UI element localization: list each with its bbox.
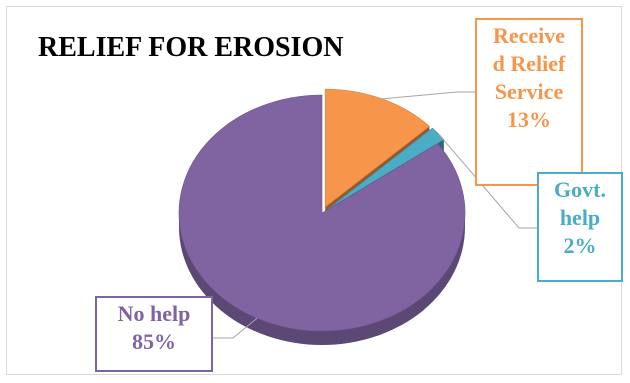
data-label-no-help: No help 85% (95, 296, 213, 372)
chart-title: RELIEF FOR EROSION (38, 32, 344, 63)
data-label-govt-help: Govt. help 2% (537, 172, 623, 282)
leader-line-1 (437, 133, 537, 229)
pie-slice-2 (178, 94, 466, 332)
data-label-received-relief: Receive d Relief Service 13% (475, 18, 583, 186)
leader-line-2 (213, 317, 258, 339)
leader-line-0 (381, 91, 475, 100)
